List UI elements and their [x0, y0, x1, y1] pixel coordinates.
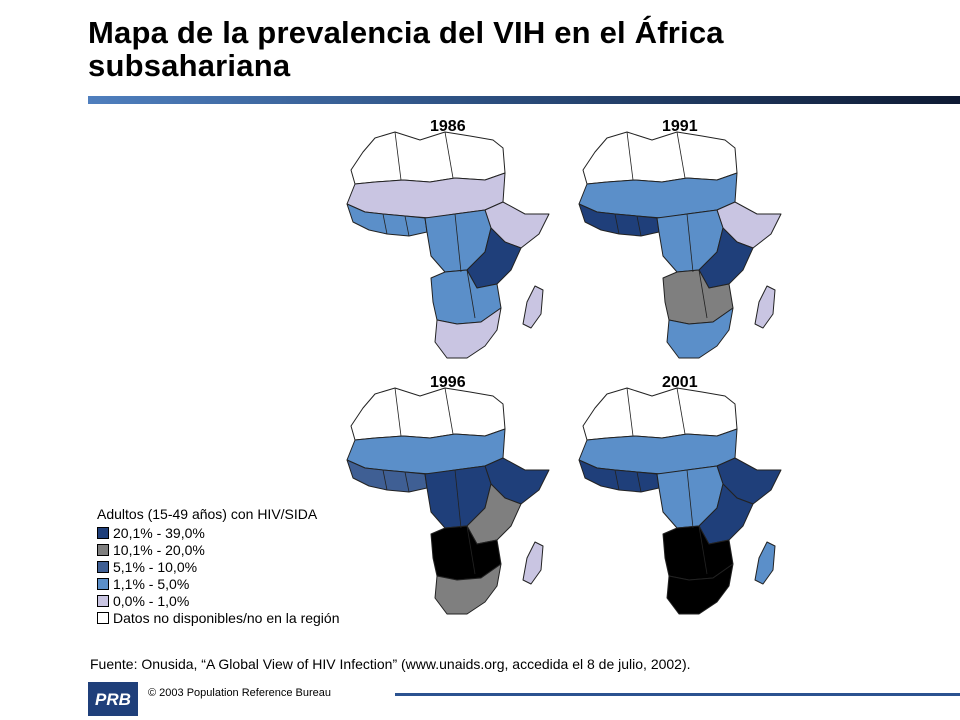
- page-title: Mapa de la prevalencia del VIH en el Áfr…: [88, 15, 724, 83]
- legend-item: 1,1% - 5,0%: [97, 575, 387, 592]
- country-border: [454, 469, 462, 529]
- country-border: [614, 213, 620, 235]
- region-south: [666, 563, 734, 615]
- legend-label: 20,1% - 39,0%: [113, 524, 205, 541]
- country-border: [466, 525, 476, 575]
- legend-item: 10,1% - 20,0%: [97, 541, 387, 558]
- map-panel-3: 1996: [335, 374, 555, 624]
- country-border: [466, 269, 476, 319]
- legend-label: 1,1% - 5,0%: [113, 575, 190, 592]
- map-year-label: 1986: [430, 118, 466, 135]
- map-year-label: 2001: [662, 374, 698, 391]
- source-citation: Fuente: Onusida, “A Global View of HIV I…: [90, 656, 691, 672]
- region-north: [350, 387, 506, 441]
- country-border: [454, 213, 462, 273]
- country-border: [686, 213, 694, 273]
- country-border: [626, 387, 634, 437]
- map-legend: Adultos (15-49 años) con HIV/SIDA 20,1% …: [97, 505, 387, 626]
- region-madagascar: [522, 541, 544, 585]
- country-border: [404, 471, 410, 493]
- prb-logo: PRB: [88, 682, 138, 716]
- country-border: [614, 469, 620, 491]
- country-border: [444, 131, 454, 179]
- legend-swatch: [97, 560, 109, 573]
- country-border: [698, 269, 708, 319]
- legend-title: Adultos (15-49 años) con HIV/SIDA: [97, 506, 318, 522]
- legend-label: 5,1% - 10,0%: [113, 558, 198, 575]
- africa-map: [346, 131, 550, 359]
- country-border: [394, 131, 402, 181]
- country-border: [686, 469, 694, 529]
- africa-map: [578, 387, 782, 615]
- legend-swatch: [97, 526, 109, 539]
- legend-swatch: [97, 543, 109, 556]
- prb-logo-text: PRB: [95, 690, 131, 709]
- country-border: [636, 471, 642, 493]
- country-border: [676, 387, 686, 435]
- country-border: [394, 387, 402, 437]
- legend-label: 0,0% - 1,0%: [113, 592, 190, 609]
- region-north: [582, 387, 738, 441]
- legend-item: Datos no disponibles/no en la región: [97, 609, 387, 626]
- footer-rule: [395, 693, 960, 696]
- africa-map: [578, 131, 782, 359]
- region-south: [434, 563, 502, 615]
- region-north: [582, 131, 738, 185]
- legend-swatch: [97, 611, 109, 624]
- country-border: [404, 215, 410, 237]
- region-madagascar: [754, 285, 776, 329]
- country-border: [382, 213, 388, 235]
- country-border: [444, 387, 454, 435]
- map-panel-4: 2001: [567, 374, 787, 624]
- legend-item: 20,1% - 39,0%: [97, 524, 387, 541]
- country-border: [636, 215, 642, 237]
- country-border: [382, 469, 388, 491]
- region-south: [434, 307, 502, 359]
- map-year-label: 1996: [430, 374, 466, 391]
- legend-swatch: [97, 594, 109, 607]
- country-border: [626, 131, 634, 181]
- region-south: [666, 307, 734, 359]
- title-underline-bar: [88, 96, 960, 104]
- region-north: [350, 131, 506, 185]
- map-panel-2: 1991: [567, 118, 787, 368]
- legend-label: 10,1% - 20,0%: [113, 541, 205, 558]
- region-madagascar: [754, 541, 776, 585]
- map-year-label: 1991: [662, 118, 698, 135]
- map-panel-1: 1986: [335, 118, 555, 368]
- country-border: [676, 131, 686, 179]
- africa-map: [346, 387, 550, 615]
- legend-swatch: [97, 577, 109, 590]
- region-madagascar: [522, 285, 544, 329]
- legend-item: 5,1% - 10,0%: [97, 558, 387, 575]
- copyright-text: © 2003 Population Reference Bureau: [148, 687, 332, 699]
- country-border: [698, 525, 708, 575]
- legend-item: 0,0% - 1,0%: [97, 592, 387, 609]
- legend-label: Datos no disponibles/no en la región: [113, 609, 340, 626]
